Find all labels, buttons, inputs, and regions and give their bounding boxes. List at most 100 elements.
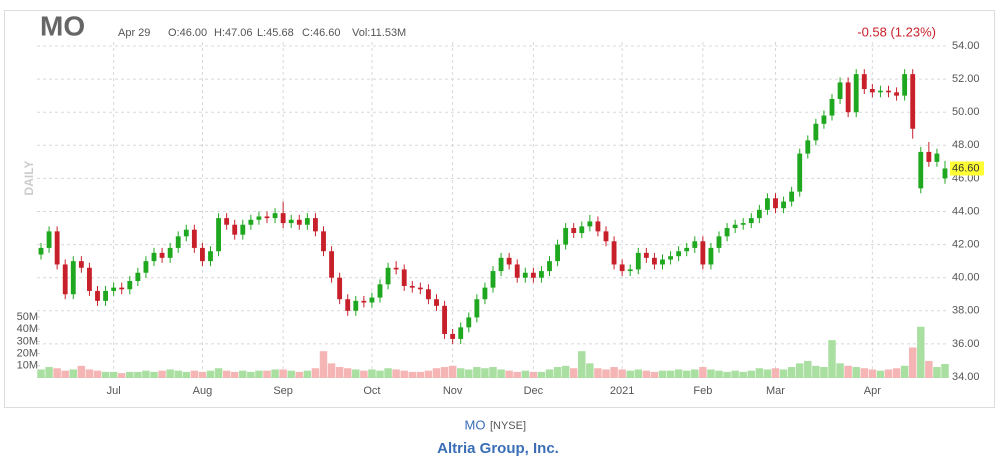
- candle-body: [417, 287, 423, 290]
- candle-body: [143, 261, 149, 273]
- volume-bar: [868, 369, 877, 378]
- volume-bar: [925, 360, 933, 378]
- candle-body: [861, 74, 867, 90]
- volume-bar: [836, 363, 844, 378]
- volume-bar: [666, 370, 675, 378]
- volume-bar: [707, 369, 715, 378]
- candle-body: [821, 115, 827, 124]
- candle-body: [248, 219, 254, 225]
- candle-body: [70, 261, 76, 295]
- symbol: MO: [40, 10, 85, 41]
- candle-body: [361, 300, 367, 303]
- volume-bar: [537, 371, 546, 378]
- x-tick-label: Jul: [107, 385, 121, 397]
- volume-bar: [497, 369, 505, 378]
- y2-tick-label: 50M: [17, 311, 38, 323]
- volume-bar: [787, 367, 796, 378]
- volume-bar: [239, 370, 247, 378]
- candle-body: [684, 247, 690, 252]
- candle-body: [127, 281, 133, 290]
- volume-bar: [561, 365, 570, 378]
- volume-bar: [820, 367, 828, 378]
- x-tick-label: Dec: [524, 385, 544, 397]
- volume-bar: [408, 371, 417, 378]
- volume-bar: [263, 370, 271, 378]
- volume-bar: [699, 367, 707, 378]
- volume-bar: [892, 368, 901, 378]
- volume-bar: [755, 368, 764, 378]
- candle-body: [498, 257, 504, 272]
- volume-bar: [101, 371, 110, 378]
- x-tick-label: Apr: [864, 385, 881, 397]
- header-low: L:45.68: [257, 27, 294, 39]
- volume-bar: [610, 367, 618, 378]
- volume-bar: [126, 371, 134, 378]
- volume-bar: [739, 371, 747, 378]
- volume-bar: [222, 370, 231, 378]
- x-tick-label: Aug: [193, 385, 213, 397]
- candle-body: [579, 226, 585, 234]
- candle-body: [853, 74, 859, 113]
- candle-body: [313, 218, 318, 232]
- candle-body: [732, 224, 738, 229]
- candle-body: [321, 231, 326, 252]
- candle-body: [587, 221, 593, 227]
- candle-body: [337, 277, 343, 300]
- volume-bar: [505, 370, 513, 378]
- volume-bar: [117, 373, 126, 378]
- volume-bar: [424, 370, 433, 378]
- candle-body: [813, 123, 819, 141]
- volume-bar: [900, 365, 909, 378]
- volume-bar: [908, 347, 917, 378]
- candle-body: [95, 290, 100, 301]
- volume-bar: [594, 368, 602, 378]
- candle-body: [329, 251, 334, 278]
- volume-bar: [166, 369, 174, 378]
- candle-body: [304, 218, 310, 225]
- volume-bar: [917, 326, 925, 378]
- candle-body: [183, 229, 189, 237]
- candle-body: [54, 231, 60, 265]
- x-tick-label: Oct: [363, 385, 380, 397]
- candle-body: [660, 259, 665, 265]
- volume-bar: [384, 368, 392, 378]
- candle-body: [676, 251, 682, 257]
- candle-body: [829, 98, 835, 116]
- volume-bar: [674, 369, 683, 378]
- volume-bar: [174, 370, 182, 378]
- candle-body: [434, 299, 439, 306]
- chart-frame: [4, 10, 995, 408]
- volume-bar: [578, 351, 586, 378]
- volume-bar: [465, 369, 473, 378]
- volume-bar: [634, 369, 643, 378]
- volume-bar: [416, 371, 425, 378]
- volume-bar: [85, 369, 94, 378]
- period: DAILY: [22, 161, 36, 196]
- candle-body: [442, 305, 447, 334]
- volume-bar: [343, 368, 352, 378]
- volume-bar: [295, 371, 304, 378]
- volume-bar: [602, 369, 610, 378]
- candle-body: [692, 241, 698, 248]
- volume-bar: [586, 363, 594, 378]
- header-open: O:46.00: [168, 27, 207, 39]
- candle-body: [38, 247, 44, 255]
- candle-body: [934, 153, 940, 162]
- volume-bar: [884, 369, 893, 378]
- volume-bar: [933, 367, 941, 378]
- volume-bar: [335, 367, 344, 378]
- volume-bar: [206, 370, 215, 378]
- volume-bar: [287, 370, 295, 378]
- change: -0.58 (1.23%): [857, 24, 936, 39]
- candle-body: [401, 269, 407, 286]
- candle-body: [514, 264, 520, 278]
- volume-bar: [771, 368, 780, 378]
- candle-body: [652, 257, 657, 265]
- y-tick-label: 38.00: [952, 305, 980, 317]
- candle-body: [886, 90, 891, 93]
- y-tick-label: 44.00: [952, 205, 980, 217]
- candle-body: [708, 247, 714, 265]
- volume-bar: [271, 369, 279, 378]
- candle-body: [232, 224, 238, 235]
- volume-bar: [53, 368, 61, 378]
